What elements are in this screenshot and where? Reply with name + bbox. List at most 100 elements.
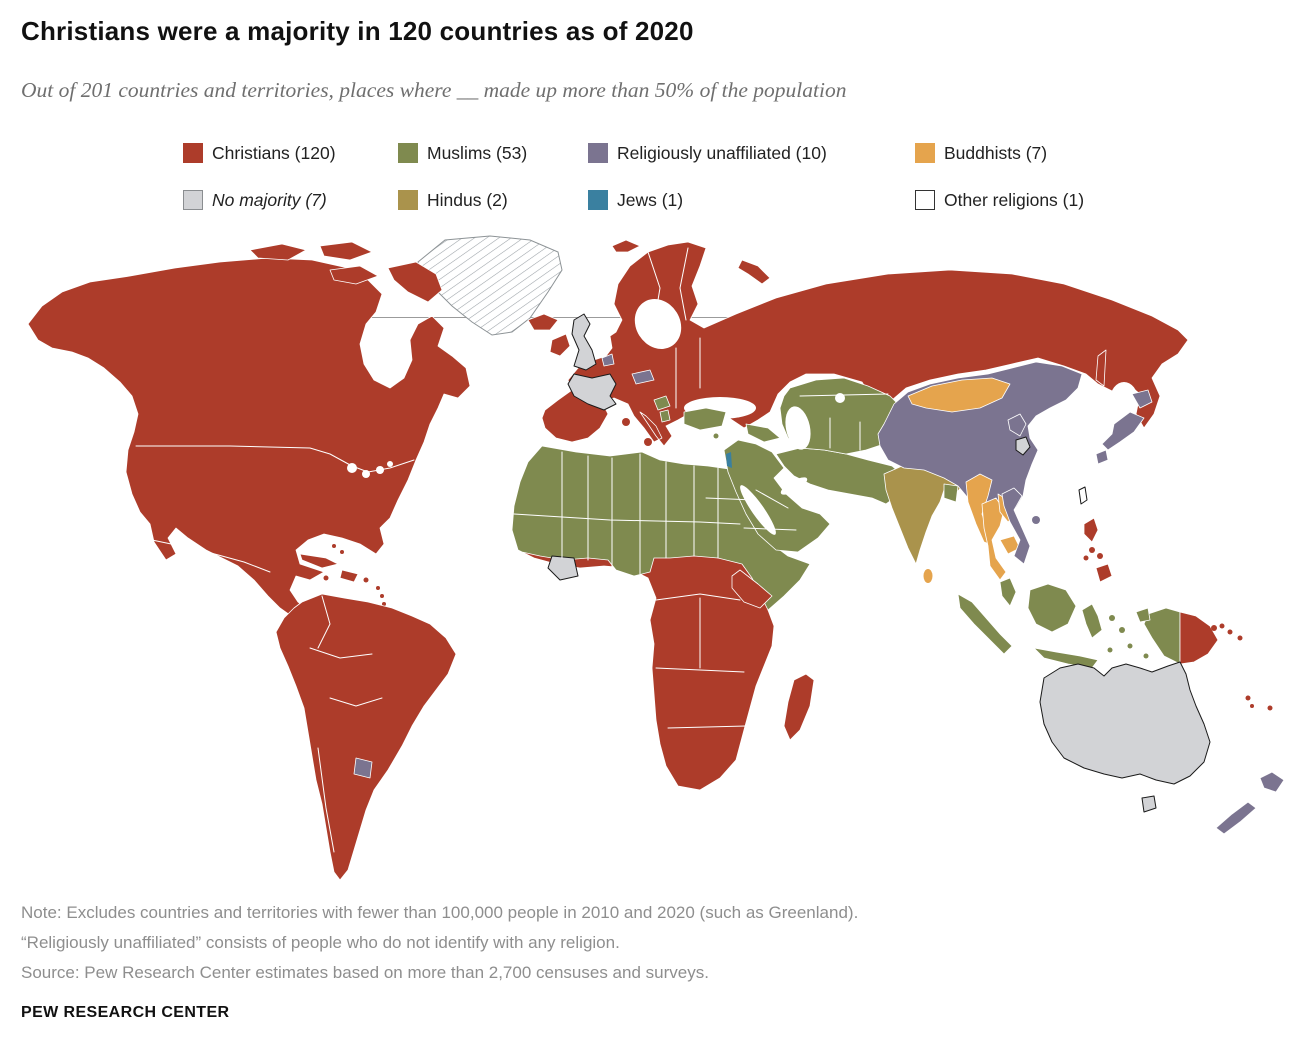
- map-island: [1237, 635, 1243, 641]
- legend-item-buddhists: Buddhists (7): [915, 143, 1155, 164]
- map-svalbard: [611, 239, 641, 253]
- baltic-sea: [634, 299, 682, 349]
- map-new-zealand-south: [1215, 801, 1257, 835]
- region-oceania: [1039, 623, 1285, 835]
- map-ivory-coast: [547, 555, 579, 581]
- caspian-sea: [785, 406, 811, 450]
- map-mongolia: [907, 377, 1011, 413]
- red-sea: [740, 485, 776, 535]
- buddhists-label: Buddhists (7): [944, 142, 1048, 163]
- region-middle-east: [683, 377, 909, 553]
- map-central-asia: [779, 377, 909, 455]
- map-bangladesh: [943, 483, 959, 503]
- map-uruguay: [353, 757, 373, 779]
- map-hispaniola: [339, 569, 359, 583]
- map-cyprus: [713, 433, 719, 439]
- great-lake: [347, 463, 357, 473]
- map-vietnam: [1001, 487, 1031, 565]
- map-arctic-island: [329, 265, 379, 285]
- map-west-new-guinea: [1143, 607, 1181, 665]
- map-mindanao: [1095, 563, 1113, 583]
- map-bosnia: [653, 395, 671, 411]
- note-line-1: Note: Excludes countries and territories…: [21, 903, 859, 922]
- map-united-kingdom: [571, 313, 597, 371]
- region-europe-overlays: [527, 313, 671, 423]
- region-south-america: [275, 593, 457, 881]
- map-new-zealand-north: [1259, 771, 1285, 793]
- no-majority-label: No majority (7): [212, 189, 327, 210]
- map-java: [1033, 647, 1099, 669]
- map-europe-russia: [541, 241, 1189, 447]
- map-tasmania: [1141, 795, 1157, 813]
- chart-notes: Note: Excludes countries and territories…: [21, 898, 858, 988]
- map-iceland: [527, 313, 559, 331]
- page-title: Christians were a majority in 120 countr…: [21, 16, 694, 46]
- world-map: [0, 228, 1316, 888]
- other-religions-label: Other religions (1): [944, 189, 1085, 210]
- map-japan-honshu: [1101, 411, 1145, 451]
- map-south-korea: [1015, 436, 1031, 456]
- map-island: [376, 586, 380, 590]
- map-south-america: [275, 593, 457, 881]
- map-ireland: [549, 333, 571, 357]
- jews-label: Jews (1): [617, 189, 684, 210]
- legend-item-christians: Christians (120): [183, 143, 398, 164]
- legend-item-other-religions: Other religions (1): [915, 190, 1155, 211]
- muslims-swatch: [398, 143, 418, 163]
- map-sri-lanka: [923, 569, 933, 583]
- no-majority-swatch: [183, 190, 203, 210]
- map-albania: [659, 409, 671, 423]
- world-map-svg: [27, 235, 1285, 881]
- map-hainan: [1032, 516, 1040, 524]
- map-australia: [1039, 661, 1211, 785]
- sea-of-okhotsk: [1110, 382, 1138, 418]
- map-czech-republic: [631, 369, 655, 385]
- map-cuba: [299, 553, 339, 569]
- region-south-asia: [883, 465, 973, 583]
- map-island: [340, 550, 344, 554]
- map-netherlands: [601, 353, 615, 367]
- map-island: [1097, 553, 1103, 559]
- map-puerto-rico: [363, 577, 369, 583]
- map-island: [1211, 625, 1217, 631]
- brand-footer: PEW RESEARCH CENTER: [21, 1004, 230, 1021]
- region-east-asia: [877, 361, 1153, 515]
- map-island: [1227, 629, 1233, 635]
- map-island: [1267, 705, 1273, 711]
- map-north-korea: [1007, 413, 1027, 437]
- map-island: [1219, 623, 1225, 629]
- map-borneo: [1027, 583, 1077, 633]
- legend: Christians (120) Muslims (53) Religiousl…: [181, 140, 1183, 318]
- christians-swatch: [183, 143, 203, 163]
- map-greenland: [417, 235, 563, 336]
- christians-label: Christians (120): [212, 142, 336, 163]
- map-novaya-zemlya: [737, 259, 771, 285]
- muslims-label: Muslims (53): [427, 142, 528, 163]
- map-island: [1109, 615, 1115, 621]
- map-island: [1245, 695, 1251, 701]
- map-arctic-island: [319, 241, 373, 261]
- map-japan-kyushu: [1095, 449, 1109, 465]
- persian-gulf: [780, 477, 808, 495]
- map-island: [1143, 653, 1149, 659]
- map-baffin-island: [387, 261, 443, 303]
- map-luzon: [1083, 517, 1099, 543]
- map-sardinia: [622, 418, 630, 426]
- map-israel: [726, 452, 732, 468]
- map-papua-new-guinea: [1179, 611, 1219, 665]
- map-island: [1083, 555, 1089, 561]
- map-island: [332, 544, 336, 548]
- map-island: [1107, 647, 1113, 653]
- map-france: [567, 373, 617, 411]
- unaffiliated-label: Religiously unaffiliated (10): [617, 142, 827, 163]
- map-ethiopia: [731, 569, 773, 609]
- legend-item-no-majority: No majority (7): [183, 190, 398, 211]
- map-malaysia: [999, 577, 1017, 607]
- map-island: [1119, 627, 1125, 633]
- chart-subtitle: Out of 201 countries and territories, pl…: [21, 78, 847, 102]
- map-island: [380, 594, 384, 598]
- great-lake: [387, 461, 393, 467]
- other-religions-swatch: [915, 190, 935, 210]
- map-taiwan: [1078, 486, 1088, 505]
- note-line-2: “Religiously unaffiliated” consists of p…: [21, 933, 620, 952]
